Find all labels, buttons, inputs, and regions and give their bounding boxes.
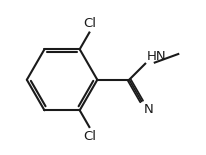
Text: HN: HN (146, 50, 166, 63)
Text: Cl: Cl (83, 130, 96, 143)
Text: N: N (143, 103, 153, 116)
Text: Cl: Cl (83, 17, 96, 30)
